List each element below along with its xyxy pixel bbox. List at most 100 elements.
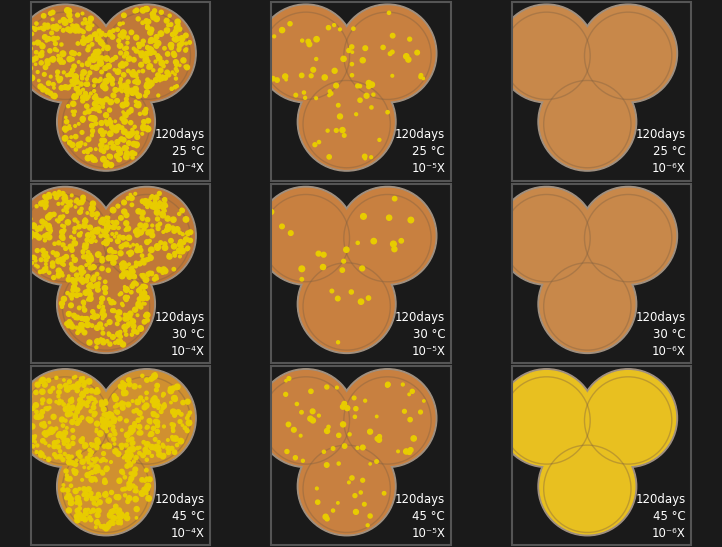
- Circle shape: [92, 33, 96, 36]
- Circle shape: [71, 385, 76, 389]
- Circle shape: [123, 101, 129, 107]
- Circle shape: [162, 202, 167, 207]
- Circle shape: [125, 333, 128, 336]
- Circle shape: [59, 77, 63, 80]
- Circle shape: [403, 409, 406, 413]
- Circle shape: [284, 392, 287, 396]
- Circle shape: [118, 125, 120, 127]
- Circle shape: [116, 317, 121, 321]
- Circle shape: [87, 251, 90, 254]
- Circle shape: [71, 194, 73, 197]
- Circle shape: [105, 78, 109, 83]
- Circle shape: [28, 66, 32, 71]
- Circle shape: [97, 228, 99, 231]
- Circle shape: [114, 120, 116, 123]
- Circle shape: [95, 339, 100, 344]
- Circle shape: [138, 70, 140, 73]
- Circle shape: [64, 419, 67, 422]
- Circle shape: [301, 459, 305, 462]
- Circle shape: [135, 282, 138, 286]
- Circle shape: [68, 322, 73, 327]
- Circle shape: [75, 315, 79, 320]
- Circle shape: [173, 37, 176, 41]
- Circle shape: [109, 78, 114, 83]
- Circle shape: [125, 242, 129, 246]
- Circle shape: [103, 444, 106, 448]
- Circle shape: [180, 412, 183, 416]
- Circle shape: [57, 55, 59, 57]
- Circle shape: [148, 254, 151, 257]
- Circle shape: [130, 333, 134, 336]
- Circle shape: [95, 445, 99, 449]
- Circle shape: [360, 266, 365, 271]
- Circle shape: [56, 445, 61, 449]
- Circle shape: [62, 209, 64, 212]
- Circle shape: [106, 255, 111, 260]
- Circle shape: [156, 224, 160, 228]
- Circle shape: [120, 102, 126, 108]
- Circle shape: [60, 230, 65, 235]
- Circle shape: [178, 43, 182, 48]
- Circle shape: [148, 255, 153, 260]
- Circle shape: [31, 223, 36, 228]
- Circle shape: [41, 87, 46, 92]
- Circle shape: [66, 27, 70, 31]
- Circle shape: [73, 74, 78, 79]
- Circle shape: [162, 406, 165, 409]
- Circle shape: [34, 28, 37, 31]
- Circle shape: [179, 36, 185, 42]
- Circle shape: [100, 6, 194, 101]
- Circle shape: [108, 412, 114, 418]
- Circle shape: [68, 406, 71, 409]
- Circle shape: [128, 382, 132, 387]
- Circle shape: [404, 449, 409, 454]
- Circle shape: [53, 86, 55, 89]
- Circle shape: [145, 483, 151, 489]
- Circle shape: [95, 389, 100, 394]
- Circle shape: [65, 438, 70, 443]
- Circle shape: [85, 488, 88, 491]
- Circle shape: [35, 382, 40, 387]
- Circle shape: [299, 257, 394, 352]
- Circle shape: [54, 252, 59, 257]
- Circle shape: [126, 496, 131, 501]
- Circle shape: [499, 6, 594, 101]
- Circle shape: [355, 113, 357, 115]
- Circle shape: [129, 453, 133, 457]
- Circle shape: [136, 95, 140, 98]
- Circle shape: [89, 410, 92, 413]
- Circle shape: [34, 27, 38, 31]
- Circle shape: [139, 306, 143, 309]
- Circle shape: [151, 273, 153, 276]
- Circle shape: [340, 6, 435, 101]
- Circle shape: [121, 30, 126, 36]
- Circle shape: [271, 77, 275, 81]
- Circle shape: [45, 254, 48, 256]
- Circle shape: [119, 335, 122, 339]
- Circle shape: [101, 317, 104, 319]
- Circle shape: [45, 232, 50, 237]
- Circle shape: [147, 60, 150, 62]
- Circle shape: [130, 290, 133, 294]
- Circle shape: [366, 80, 371, 85]
- Circle shape: [92, 101, 98, 107]
- Circle shape: [109, 59, 113, 62]
- Circle shape: [580, 371, 676, 465]
- Circle shape: [59, 258, 62, 260]
- Circle shape: [34, 391, 38, 394]
- Circle shape: [115, 100, 117, 102]
- Circle shape: [85, 155, 91, 161]
- Circle shape: [129, 30, 134, 34]
- Circle shape: [388, 11, 391, 14]
- Circle shape: [124, 97, 129, 101]
- Circle shape: [336, 296, 340, 301]
- Circle shape: [47, 457, 51, 461]
- Circle shape: [141, 21, 144, 25]
- Circle shape: [89, 148, 92, 152]
- Circle shape: [123, 287, 129, 292]
- Circle shape: [108, 77, 110, 80]
- Circle shape: [338, 369, 437, 468]
- Circle shape: [130, 284, 134, 288]
- Circle shape: [309, 74, 313, 78]
- Circle shape: [72, 241, 76, 245]
